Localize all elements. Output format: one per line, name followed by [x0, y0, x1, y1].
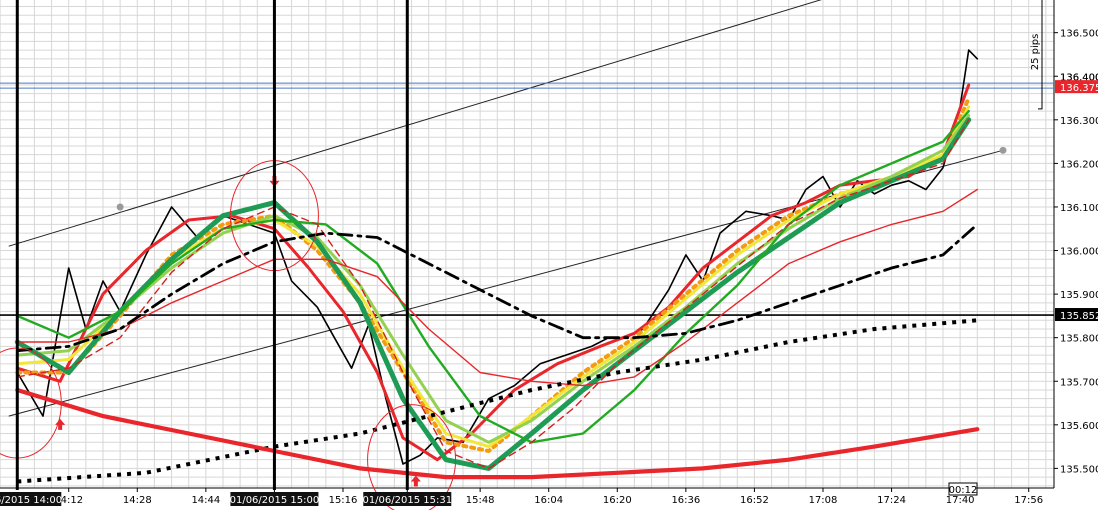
x-tick-label: 15:16 [329, 495, 358, 506]
current-price-tag [1055, 80, 1098, 94]
series-ma-black-dotted [17, 318, 978, 484]
pip-ruler-label: 25 pips [1030, 34, 1041, 71]
countdown-box [948, 482, 978, 496]
y-tick-label: 136.100 [1060, 203, 1098, 214]
y-tick-label: 135.900 [1060, 290, 1098, 301]
y-tick-label: 135.800 [1060, 334, 1098, 345]
y-tick-label: 135.700 [1060, 377, 1098, 388]
signal-arrow-up-icon [410, 475, 421, 487]
countdown-label: 00:12 [949, 485, 978, 496]
y-tick-label: 136.400 [1060, 72, 1098, 83]
y-tick-label-hidden: 136.400 [1060, 72, 1098, 83]
time-marker-label: 01/06/2015 15:00 [230, 495, 320, 506]
y-tick-label: 135.500 [1060, 464, 1098, 475]
current-price-label: 136.375 [1060, 83, 1098, 94]
channel-line-upper [8, 0, 822, 247]
series-ma-black-dashdot [15, 223, 979, 353]
time-marker-tag [230, 492, 319, 506]
signal-circle-low [367, 404, 457, 510]
series-ma-red-dashed [16, 119, 970, 470]
x-tick-label: 16:20 [603, 495, 632, 506]
series-ma-lightgreen [15, 114, 971, 444]
series-ma-yellow [15, 105, 971, 449]
y-axis: 135.500 135.600 135.700 135.800 135.900 136.0… [1030, 0, 1098, 475]
signal-arrow-up-icon [55, 418, 66, 430]
x-tick-label: 17:56 [1014, 495, 1043, 506]
channel-anchor-point [999, 146, 1007, 154]
x-tick-label: 14:12 [54, 495, 83, 506]
x-tick-label: 16:04 [534, 495, 563, 506]
x-tick-label: 17:40 [946, 495, 975, 506]
pip-ruler [1038, 0, 1043, 110]
y-tick-label: 136.000 [1060, 247, 1098, 258]
channel-anchor-point [116, 203, 124, 211]
x-tick-label: 14:28 [123, 495, 152, 506]
series-ma-red-thin [16, 188, 978, 387]
level-price-label: 135.852 [1060, 311, 1098, 322]
series-ma-fast [15, 83, 971, 462]
level-price-tag [1055, 308, 1098, 322]
time-marker-tag [0, 492, 62, 506]
grid [0, 0, 1055, 489]
y-tick-label: 136.500 [1060, 29, 1098, 40]
series-ma-green [16, 109, 970, 444]
time-marker-label: 01/06/2015 14:00 [0, 495, 62, 506]
y-tick-label: 136.200 [1060, 159, 1098, 170]
x-tick-label: 14:44 [191, 495, 220, 506]
time-marker-tag [363, 492, 452, 506]
x-tick-label: 16:36 [671, 495, 700, 506]
x-tick-label: 17:08 [809, 495, 838, 506]
time-marker-layer: 01/06/2015 14:00 01/06/2015 15:00 01/06/20… [0, 0, 452, 506]
series-layer [14, 49, 980, 484]
x-tick-label: 15:48 [466, 495, 495, 506]
y-tick-label: 135.600 [1060, 421, 1098, 432]
series-ma-red-thick [15, 387, 980, 480]
time-marker-label: 01/06/2015 15:31 [362, 495, 452, 506]
x-tick-label: 17:24 [877, 495, 906, 506]
x-tick-label: 16:52 [740, 495, 769, 506]
y-tick-label: 136.300 [1060, 116, 1098, 127]
